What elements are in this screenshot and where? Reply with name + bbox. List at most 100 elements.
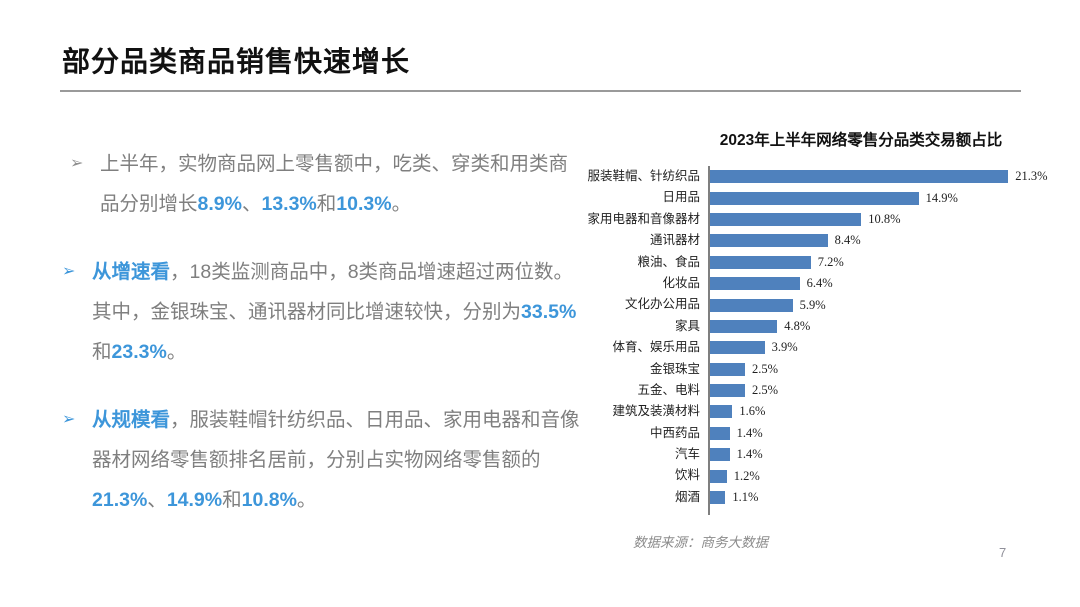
chart-bar	[710, 277, 800, 291]
bullet-text: 从增速看，18类监测商品中，8类商品增速超过两位数。其中，金银珠宝、通讯器材同比…	[92, 252, 584, 372]
chart-bar-row: 7.2%	[710, 252, 1066, 273]
bullet-highlight: 从规模看	[92, 409, 171, 431]
chart-title: 2023年上半年网络零售分品类交易额占比	[719, 132, 1003, 149]
chart-bar-row: 10.8%	[710, 209, 1066, 230]
chart-bar	[710, 255, 811, 269]
chart-plot-area: 21.3% 14.9% 10.8% 8.4% 7.2% 6.4% 5.9% 4.8% 3.9% 2…	[708, 166, 1066, 516]
chart-category-label: 家用电器和音像器材	[587, 211, 700, 226]
bullet-item: ➢ 从规模看，服装鞋帽针纺织品、日用品、家用电器和音像器材网络零售额排名居前，分别…	[62, 400, 584, 520]
chart-category-label: 中西药品	[649, 425, 700, 440]
chart-value-label: 21.3%	[1015, 169, 1048, 184]
chart-bar	[710, 426, 730, 440]
chart-category-label: 饮料	[674, 468, 700, 483]
bullet-highlight: 14.9%	[166, 489, 223, 511]
bullet-segment: 。	[166, 341, 187, 363]
bullet-list: ➢ 上半年，实物商品网上零售额中，吃类、穿类和用类商品分别增长8.9%、13.3%…	[62, 144, 584, 520]
chart-value-label: 7.2%	[817, 254, 844, 269]
bullet-highlight: 从增速看	[92, 261, 171, 283]
chart-value-label: 1.1%	[732, 490, 759, 505]
chart-body: 服装鞋帽、针纺织品日用品家用电器和音像器材通讯器材粮油、食品化妆品文化办公用品家…	[578, 166, 1066, 516]
chart-bar	[710, 384, 745, 398]
chart-bar-row: 5.9%	[710, 294, 1066, 315]
chart-bar-row: 2.5%	[710, 359, 1066, 380]
bullet-highlight: 13.3%	[261, 193, 317, 215]
chart-bar-row: 1.1%	[710, 487, 1066, 508]
chart-bar-row: 4.8%	[710, 316, 1066, 337]
chart-category-label: 服装鞋帽、针纺织品	[587, 169, 700, 183]
chart-category-label: 化妆品	[662, 275, 700, 290]
data-source-note: 数据来源：商务大数据	[633, 535, 768, 550]
bullet-item: ➢ 上半年，实物商品网上零售额中，吃类、穿类和用类商品分别增长8.9%、13.3%…	[62, 144, 584, 224]
chart-bar-row: 1.4%	[710, 423, 1066, 444]
chart-category-label: 烟酒	[674, 489, 700, 504]
chart-bar	[710, 362, 745, 376]
chart-bar-row: 1.2%	[710, 465, 1066, 486]
page-number: 7	[999, 545, 1007, 560]
chart-bar-row: 21.3%	[710, 166, 1066, 187]
bullet-highlight: 10.3%	[336, 193, 392, 215]
chart-value-label: 1.2%	[733, 468, 760, 483]
chart-category-labels: 服装鞋帽、针纺织品日用品家用电器和音像器材通讯器材粮油、食品化妆品文化办公用品家…	[578, 166, 708, 515]
chart-value-label: 2.5%	[752, 383, 779, 398]
bullet-text: 上半年，实物商品网上零售额中，吃类、穿类和用类商品分别增长8.9%、13.3%和…	[100, 144, 584, 224]
slide-title: 部分品类商品销售快速增长	[62, 46, 411, 77]
chart-category-label: 体育、娱乐用品	[612, 340, 700, 355]
chart-bar	[710, 448, 730, 462]
bullet-segment: 。	[391, 193, 412, 215]
bullet-text: 从规模看，服装鞋帽针纺织品、日用品、家用电器和音像器材网络零售额排名居前，分别占…	[92, 400, 584, 520]
chart-bar-row: 14.9%	[710, 187, 1066, 208]
chart-category-label: 通讯器材	[649, 233, 700, 248]
chart-bar	[710, 319, 778, 333]
chart-bar	[710, 405, 733, 419]
bullet-highlight: 33.5%	[521, 301, 577, 323]
chart-value-label: 3.9%	[771, 340, 798, 355]
bullet-segment: ，18类监测商品中，8类商品增速超过两位数。其中，金银珠宝、通讯器材同比增速较快…	[92, 261, 574, 323]
chart-value-label: 1.6%	[739, 404, 766, 419]
chart-bar-row: 2.5%	[710, 380, 1066, 401]
bullet-segment: ，服装鞋帽针纺织品、日用品、家用电器和音像器材网络零售额排名居前，分别占实物网络…	[92, 409, 580, 471]
chart-category-label: 金银珠宝	[649, 361, 700, 376]
chart-bar	[710, 170, 1009, 184]
chart-category-label: 文化办公用品	[624, 297, 700, 312]
chart-bar-row: 8.4%	[710, 230, 1066, 251]
chart-bar	[710, 191, 919, 205]
chart-value-label: 4.8%	[784, 318, 811, 333]
bullet-arrow-icon: ➢	[62, 263, 76, 280]
chart-category-label: 日用品	[662, 190, 700, 205]
chart-category-label: 五金、电料	[637, 382, 700, 397]
chart-bar-row: 1.4%	[710, 444, 1066, 465]
chart-category-label: 粮油、食品	[637, 254, 700, 269]
bar-chart: 2023年上半年网络零售分品类交易额占比 服装鞋帽、针纺织品日用品家用电器和音像…	[578, 128, 1066, 516]
bullet-segment: 和	[316, 193, 337, 215]
chart-value-label: 1.4%	[736, 447, 763, 462]
bullet-segment: 、	[241, 193, 262, 215]
chart-value-label: 6.4%	[806, 276, 833, 291]
chart-bar-row: 3.9%	[710, 337, 1066, 358]
chart-value-label: 8.4%	[834, 233, 861, 248]
chart-bar-row: 1.6%	[710, 401, 1066, 422]
chart-bar	[710, 341, 765, 355]
chart-value-label: 1.4%	[736, 425, 763, 440]
chart-category-label: 汽车	[674, 447, 700, 462]
bullet-highlight: 10.8%	[241, 489, 297, 511]
chart-bar	[710, 212, 862, 226]
chart-value-label: 2.5%	[752, 361, 779, 376]
bullet-highlight: 21.3%	[92, 489, 148, 511]
chart-category-label: 建筑及装潢材料	[612, 404, 700, 419]
bullet-arrow-icon: ➢	[62, 411, 76, 428]
bullet-item: ➢ 从增速看，18类监测商品中，8类商品增速超过两位数。其中，金银珠宝、通讯器材同…	[62, 252, 584, 372]
chart-bar	[710, 298, 793, 312]
bullet-highlight: 23.3%	[111, 341, 167, 363]
title-divider	[60, 90, 1021, 92]
chart-value-label: 5.9%	[799, 297, 826, 312]
bullet-segment: 和	[222, 489, 242, 511]
bullet-segment: 和	[92, 341, 112, 363]
bullet-segment: 。	[296, 489, 317, 511]
chart-category-label: 家具	[674, 318, 700, 333]
bullet-segment: 上半年，实物商品网上零售额中，吃类、穿类和用类商品分别增长	[100, 153, 569, 215]
bullet-arrow-icon: ➢	[70, 155, 84, 172]
chart-value-label: 10.8%	[868, 211, 901, 226]
bullet-segment: 、	[147, 489, 167, 511]
bullet-highlight: 8.9%	[197, 193, 242, 215]
